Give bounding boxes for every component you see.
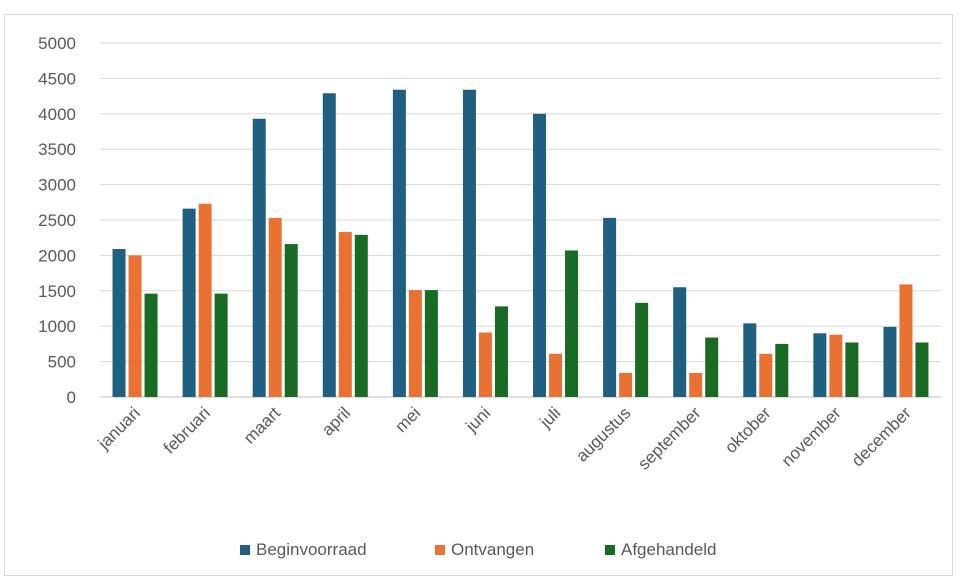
bar-afgehandeld-januari bbox=[144, 293, 158, 397]
bars bbox=[112, 89, 929, 398]
bar-ontvangen-juli bbox=[549, 353, 563, 397]
x-tick-label: februari bbox=[160, 403, 214, 457]
y-axis-ticks: 0 500 1000 1500 2000 2500 3000 3500 4000 4500 5000 bbox=[38, 34, 76, 407]
bar-ontvangen-september bbox=[689, 372, 703, 397]
bar-beginvoorraad-juli bbox=[533, 113, 547, 398]
bar-ontvangen-maart bbox=[268, 217, 282, 397]
legend-label-beginvoorraad: Beginvoorraad bbox=[256, 540, 367, 559]
y-tick-label: 5000 bbox=[38, 34, 76, 53]
x-tick-label: oktober bbox=[721, 403, 775, 457]
bar-beginvoorraad-juni bbox=[462, 89, 476, 397]
bar-beginvoorraad-april bbox=[322, 93, 336, 397]
x-tick-label: januari bbox=[94, 403, 144, 453]
bar-afgehandeld-mei bbox=[424, 290, 438, 397]
legend-swatch-beginvoorraad bbox=[240, 545, 250, 555]
x-tick-label: juli bbox=[536, 403, 565, 432]
y-tick-label: 2500 bbox=[38, 211, 76, 230]
bar-beginvoorraad-december bbox=[883, 326, 897, 397]
y-tick-label: 4000 bbox=[38, 105, 76, 124]
bar-ontvangen-april bbox=[338, 232, 352, 397]
bar-ontvangen-mei bbox=[408, 290, 422, 397]
bar-beginvoorraad-september bbox=[673, 287, 687, 397]
bar-beginvoorraad-augustus bbox=[603, 217, 617, 397]
bar-beginvoorraad-maart bbox=[252, 118, 266, 398]
y-tick-label: 1000 bbox=[38, 317, 76, 336]
chart-frame bbox=[4, 14, 953, 576]
bar-ontvangen-juni bbox=[478, 332, 492, 397]
bar-beginvoorraad-januari bbox=[112, 249, 126, 397]
bar-beginvoorraad-oktober bbox=[743, 323, 757, 397]
y-tick-label: 4500 bbox=[38, 69, 76, 88]
x-tick-label: juni bbox=[461, 403, 494, 436]
bar-ontvangen-december bbox=[899, 284, 913, 397]
bar-afgehandeld-juni bbox=[494, 306, 508, 397]
legend: Beginvoorraad Ontvangen Afgehandeld bbox=[240, 540, 716, 559]
x-tick-label: augustus bbox=[572, 403, 634, 465]
legend-swatch-afgehandeld bbox=[605, 545, 615, 555]
bar-afgehandeld-februari bbox=[214, 293, 228, 397]
bar-afgehandeld-oktober bbox=[775, 343, 789, 397]
x-tick-label: september bbox=[634, 403, 704, 473]
bar-afgehandeld-april bbox=[354, 234, 368, 397]
legend-label-afgehandeld: Afgehandeld bbox=[621, 540, 716, 559]
bar-afgehandeld-juli bbox=[565, 250, 579, 397]
bar-ontvangen-november bbox=[829, 334, 843, 397]
bar-afgehandeld-december bbox=[915, 342, 929, 397]
bar-ontvangen-februari bbox=[198, 203, 212, 397]
bar-beginvoorraad-november bbox=[813, 333, 827, 397]
bar-beginvoorraad-februari bbox=[182, 208, 196, 397]
bar-ontvangen-januari bbox=[128, 255, 142, 397]
y-tick-label: 2000 bbox=[38, 246, 76, 265]
y-tick-label: 3000 bbox=[38, 176, 76, 195]
x-axis-ticks: januari februari maart april mei juni juli augu… bbox=[94, 403, 915, 473]
gridlines bbox=[100, 42, 941, 398]
bar-beginvoorraad-mei bbox=[392, 89, 406, 397]
x-tick-label: mei bbox=[391, 403, 424, 436]
bar-afgehandeld-augustus bbox=[635, 302, 649, 397]
x-tick-label: november bbox=[778, 403, 845, 470]
bar-afgehandeld-maart bbox=[284, 244, 298, 397]
y-tick-label: 3500 bbox=[38, 140, 76, 159]
bar-ontvangen-augustus bbox=[619, 372, 633, 397]
x-tick-label: april bbox=[318, 403, 354, 439]
legend-label-ontvangen: Ontvangen bbox=[451, 540, 534, 559]
y-tick-label: 1500 bbox=[38, 282, 76, 301]
bar-afgehandeld-november bbox=[845, 342, 859, 397]
bar-ontvangen-oktober bbox=[759, 353, 773, 397]
bar-afgehandeld-september bbox=[705, 337, 719, 397]
y-tick-label: 500 bbox=[48, 353, 76, 372]
x-tick-label: maart bbox=[240, 403, 284, 447]
y-tick-label: 0 bbox=[67, 388, 76, 407]
x-tick-label: december bbox=[848, 403, 915, 470]
legend-swatch-ontvangen bbox=[435, 545, 445, 555]
